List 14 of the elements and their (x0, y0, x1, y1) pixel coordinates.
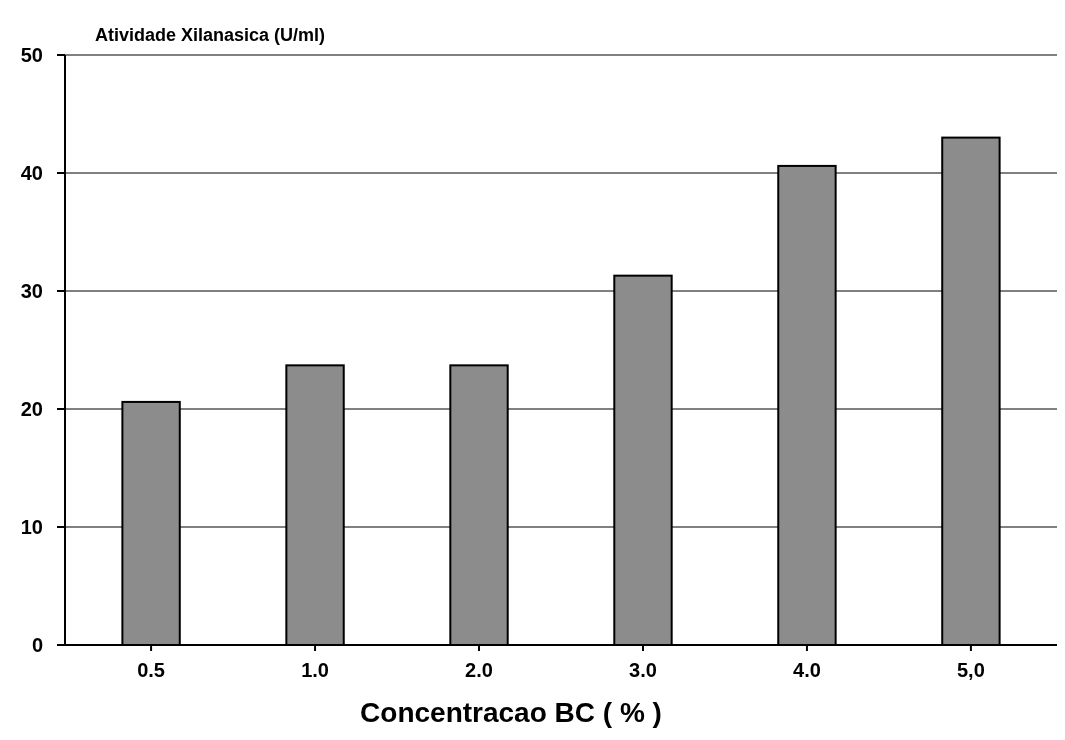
x-tick-label: 5,0 (957, 659, 985, 681)
x-tick-label: 2.0 (465, 659, 493, 681)
x-tick-label: 4.0 (793, 659, 821, 681)
y-tick-label: 0 (31, 634, 43, 656)
x-axis-title: Concentracao BC ( % ) (360, 697, 662, 728)
y-tick-label: 30 (20, 280, 43, 302)
x-tick-label: 0.5 (137, 659, 165, 681)
y-axis-title: Atividade Xilanasica (U/ml) (95, 25, 326, 45)
y-tick-label: 50 (20, 44, 43, 66)
x-tick-label: 1.0 (301, 659, 329, 681)
y-tick-label: 40 (20, 162, 43, 184)
x-tick-label: 3.0 (629, 659, 657, 681)
y-tick-label: 20 (20, 398, 43, 420)
y-tick-label: 10 (20, 516, 43, 538)
